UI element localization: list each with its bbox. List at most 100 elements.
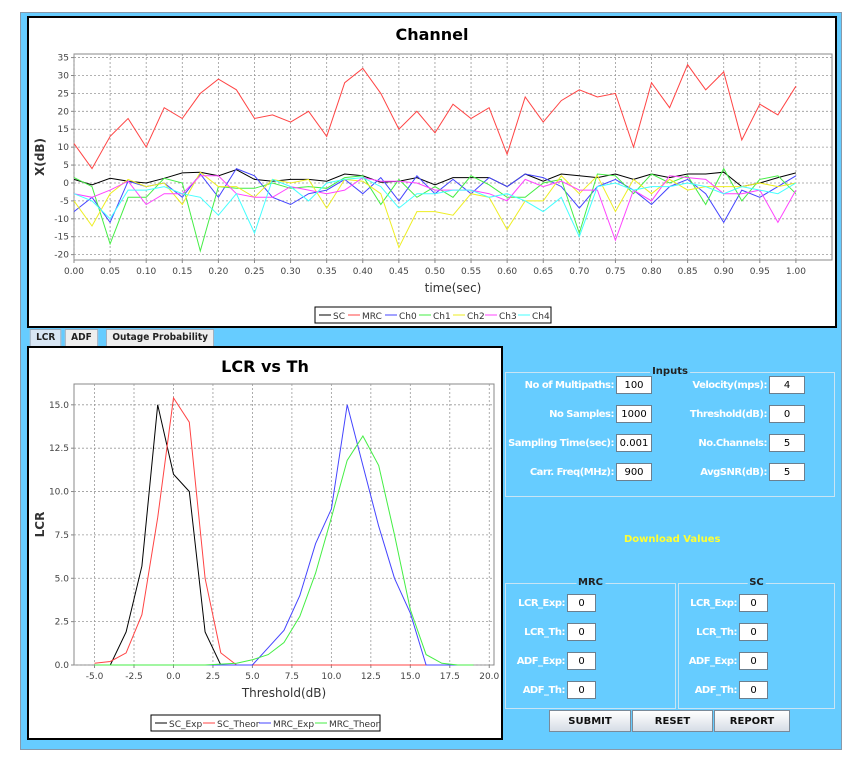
legend-item: MRC (362, 312, 382, 322)
chart-legend: SC MRC Ch0 Ch1 Ch2 Ch3 Ch4 (314, 306, 552, 324)
lcr-chart-panel: LCR vs Th -5.0 -2.5 0.0 2.5 5.0 7.5 10.0 12.5 15.… (27, 346, 503, 740)
sc-lcr-th-row: LCR_Th: (678, 623, 768, 641)
samples-field[interactable] (616, 405, 652, 423)
sc-group: SC (678, 577, 835, 709)
x-tick-label: 5.0 (245, 672, 260, 682)
mrc-lcr-th-field[interactable] (567, 623, 596, 641)
sampling-time-label: Sampling Time(sec): (508, 437, 614, 449)
velocity-label: Velocity(mps): (692, 379, 767, 391)
sc-adf-th-field[interactable] (739, 681, 768, 699)
tab-lcr[interactable]: LCR (29, 329, 62, 347)
carr-freq-row: Carr. Freq(MHz): (505, 463, 652, 481)
y-tick-label: 10 (58, 143, 70, 153)
y-tick-label: 2.5 (55, 618, 69, 628)
sc-adf-exp-field[interactable] (739, 652, 768, 670)
series-line-ch4 (73, 177, 797, 239)
sc-lcr-exp-field[interactable] (739, 594, 768, 612)
sc-adf-th-row: ADF_Th: (678, 681, 768, 699)
x-tick-label: 12.5 (361, 672, 381, 682)
x-tick-label: 2.5 (206, 672, 220, 682)
x-tick-label: 15.0 (400, 672, 420, 682)
mrc-adf-th-row: ADF_Th: (505, 681, 596, 699)
chart-legend: SC_Exp SC_Theor MRC_Exp MRC_Theor (150, 714, 381, 732)
reset-button[interactable]: RESET (632, 710, 713, 732)
samples-label: No Samples: (549, 408, 614, 420)
x-tick-label: 0.25 (244, 267, 264, 277)
y-tick-label: 5.0 (55, 574, 70, 584)
x-tick-label: -2.5 (125, 672, 143, 682)
sc-adf-exp-label: ADF_Exp: (688, 655, 738, 667)
carr-freq-field[interactable] (616, 463, 652, 481)
x-tick-label: 0.00 (64, 267, 84, 277)
mrc-lcr-exp-label: LCR_Exp: (518, 597, 565, 609)
multipaths-row: No of Multipaths: (505, 376, 652, 394)
carr-freq-label: Carr. Freq(MHz): (529, 466, 615, 478)
download-values-link[interactable]: Download Values (624, 534, 721, 545)
x-tick-label: 0.20 (208, 267, 228, 277)
mrc-lcr-th-label: LCR_Th: (524, 626, 565, 638)
channels-field[interactable] (769, 434, 805, 452)
plot-area (73, 383, 495, 666)
sampling-time-field[interactable] (616, 434, 652, 452)
legend-item: MRC_Exp (273, 720, 314, 730)
mrc-adf-th-label: ADF_Th: (522, 684, 566, 696)
multipaths-field[interactable] (616, 376, 652, 394)
legend-item: MRC_Theor (329, 720, 380, 730)
x-tick-label: 0.35 (317, 267, 337, 277)
submit-button[interactable]: SUBMIT (549, 710, 631, 732)
x-tick-label: 0.55 (461, 267, 481, 277)
tab-adf[interactable]: ADF (65, 329, 99, 347)
x-tick-label: 0.95 (750, 267, 770, 277)
chart-title: LCR vs Th (221, 357, 309, 376)
x-tick-label: 0.10 (136, 267, 156, 277)
legend-box (314, 306, 552, 324)
lcr-chart: LCR vs Th -5.0 -2.5 0.0 2.5 5.0 7.5 10.0 12.5 15.… (33, 357, 500, 732)
avg-snr-row: AvgSNR(dB): (680, 463, 805, 481)
sc-lcr-th-field[interactable] (739, 623, 768, 641)
y-axis-label: X(dB) (33, 138, 47, 176)
series-line-sc-theor (94, 396, 474, 666)
y-tick-label: 35 (58, 54, 69, 64)
y-tick-label: -20 (54, 251, 69, 261)
x-axis-label: time(sec) (425, 281, 482, 295)
avg-snr-field[interactable] (769, 463, 805, 481)
mrc-adf-exp-label: ADF_Exp: (516, 655, 566, 667)
mrc-adf-exp-field[interactable] (567, 652, 596, 670)
legend-item: Ch1 (433, 312, 451, 322)
series-line-ch2 (73, 171, 796, 249)
x-tick-label: 0.0 (166, 672, 181, 682)
mrc-lcr-exp-field[interactable] (567, 594, 596, 612)
y-tick-label: -15 (54, 233, 69, 243)
velocity-field[interactable] (769, 376, 805, 394)
tab-outage-probability[interactable]: Outage Probability (106, 329, 215, 347)
y-tick-label: 30 (58, 71, 70, 81)
report-button[interactable]: REPORT (714, 710, 790, 732)
plot-area (73, 53, 833, 261)
series-line-mrc-theor (94, 435, 474, 666)
y-tick-label: 15 (58, 125, 69, 135)
y-tick-label: 25 (58, 89, 69, 99)
sc-title: SC (747, 577, 766, 588)
sc-lcr-th-label: LCR_Th: (696, 626, 737, 638)
y-tick-label: 10.0 (49, 488, 69, 498)
channels-row: No.Channels: (680, 434, 805, 452)
mrc-title: MRC (576, 577, 605, 588)
legend-item: Ch3 (499, 312, 517, 322)
sc-adf-th-label: ADF_Th: (694, 684, 738, 696)
legend-item: Ch2 (467, 312, 485, 322)
avg-snr-label: AvgSNR(dB): (700, 466, 767, 478)
x-tick-label: 10.0 (321, 672, 341, 682)
inputs-title: Inputs (650, 366, 690, 377)
mrc-adf-th-field[interactable] (567, 681, 596, 699)
series-line-ch3 (73, 175, 797, 242)
threshold-field[interactable] (769, 405, 805, 423)
x-tick-label: 0.65 (533, 267, 553, 277)
x-tick-label: 7.5 (285, 672, 299, 682)
x-tick-label: 0.75 (605, 267, 625, 277)
inputs-group: Inputs (505, 366, 835, 497)
channel-chart-panel: Channel 0.00 0.05 0.10 0.15 0.20 0.25 0.30 0.35 0… (27, 16, 837, 328)
x-tick-label: 0.80 (642, 267, 662, 277)
x-tick-label: 1.00 (786, 267, 806, 277)
y-tick-label: 0.0 (55, 661, 70, 671)
x-tick-label: 0.05 (100, 267, 120, 277)
